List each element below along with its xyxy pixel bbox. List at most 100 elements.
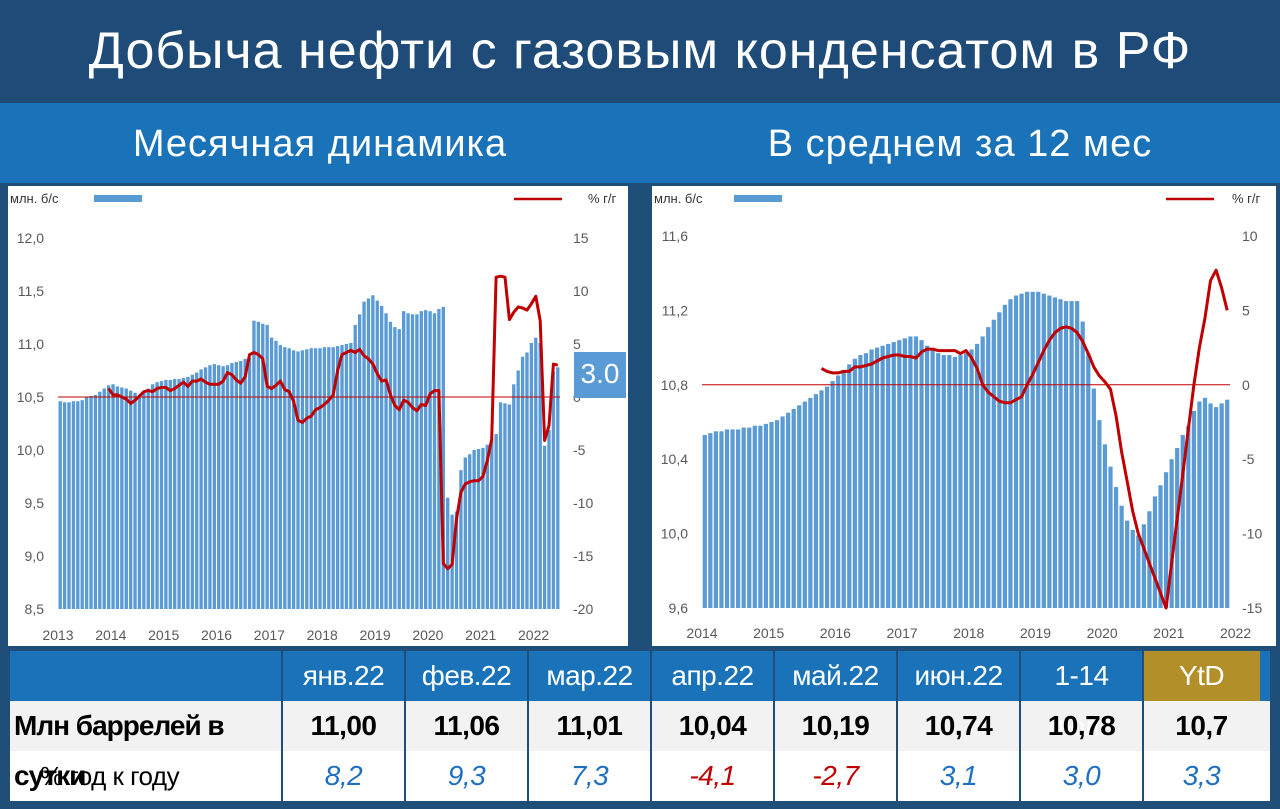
bar — [300, 350, 305, 609]
monthly-chart: млн. б/с % г/г 12,0 11,5 11,0 10,5 10,0 9,5 9,0 8… — [10, 191, 617, 643]
bar — [472, 450, 476, 609]
bar — [919, 340, 924, 608]
bar — [847, 364, 852, 608]
bar — [397, 329, 401, 609]
bar — [402, 311, 406, 609]
y-right-tick: 15 — [573, 230, 589, 246]
bar — [340, 345, 344, 609]
left-axis-unit: млн. б/с — [10, 191, 59, 206]
bar — [1036, 291, 1041, 608]
bar — [724, 429, 730, 608]
x-tick: 2018 — [953, 625, 984, 641]
bar — [335, 346, 340, 609]
bar — [1063, 301, 1069, 608]
bar — [247, 357, 252, 609]
y-left-tick: 10,0 — [17, 442, 44, 458]
left-axis-unit: млн. б/с — [654, 191, 703, 206]
annual-average-chart: млн. б/с % г/г 11,6 11,2 10,8 10,4 10,0 9,6 10 5 0… — [654, 191, 1262, 641]
production-value: 10,04 — [678, 710, 747, 741]
bar — [322, 347, 327, 609]
bar — [151, 384, 155, 609]
bar — [261, 323, 265, 609]
bar — [159, 381, 164, 609]
bar — [379, 305, 384, 609]
y-right-tick: -5 — [1242, 451, 1255, 467]
bar — [747, 427, 752, 608]
bar — [908, 336, 913, 608]
bar — [349, 342, 353, 609]
bar — [1152, 496, 1158, 608]
column-header: 1-14 июля — [1048, 660, 1115, 741]
bar — [428, 311, 432, 609]
x-tick: 2015 — [148, 627, 179, 643]
bar — [824, 386, 830, 608]
bar — [1069, 301, 1074, 608]
bar — [1013, 295, 1019, 608]
x-tick: 2018 — [307, 627, 338, 643]
bar — [538, 342, 542, 609]
y-left-tick: 9,5 — [25, 495, 45, 511]
bar — [366, 298, 371, 609]
bar — [186, 376, 190, 609]
bar — [752, 425, 757, 608]
bar — [1080, 321, 1085, 608]
yoy-value: -4,1 — [689, 760, 736, 791]
x-tick: 2016 — [820, 625, 851, 641]
bar — [225, 365, 230, 609]
bar — [708, 433, 713, 608]
bar — [958, 355, 963, 608]
y-right-tick: 5 — [1242, 302, 1250, 318]
bar — [1119, 505, 1124, 608]
bar — [736, 429, 741, 608]
x-tick: 2019 — [1020, 625, 1051, 641]
y-left-tick: 11,6 — [662, 228, 688, 244]
bar — [243, 358, 247, 609]
x-tick: 2014 — [95, 627, 126, 643]
bar — [1052, 297, 1058, 608]
bar — [769, 422, 774, 608]
production-value: 10,78 — [1047, 710, 1116, 741]
x-tick: 2015 — [753, 625, 784, 641]
bar — [234, 362, 239, 609]
right-subtitle: В среднем за 12 мес — [767, 123, 1153, 165]
y-right-tick: -15 — [573, 548, 593, 564]
legend-bar-swatch — [94, 195, 142, 202]
column-header: фев.22 — [421, 660, 512, 691]
column-header: июн.22 — [914, 660, 1003, 691]
bar — [212, 364, 216, 609]
yoy-line — [107, 274, 559, 571]
bar — [415, 314, 419, 609]
bar — [327, 347, 331, 609]
column-header: мар.22 — [546, 660, 633, 691]
x-tick: 2017 — [254, 627, 285, 643]
bar — [1025, 291, 1030, 608]
yoy-value: 3,3 — [1182, 760, 1221, 791]
bar — [902, 338, 907, 608]
bar — [1213, 407, 1219, 608]
production-value: 10,19 — [801, 710, 870, 741]
column-separator — [527, 651, 529, 801]
bar — [1058, 299, 1063, 608]
column-header: май.22 — [792, 660, 879, 691]
bar — [424, 310, 428, 609]
bar — [195, 372, 199, 609]
bar — [318, 348, 322, 609]
bar — [98, 391, 102, 609]
bar — [190, 374, 194, 609]
bar — [177, 378, 181, 609]
bar — [221, 366, 225, 609]
bar — [936, 353, 941, 608]
y-left-tick: 10,8 — [661, 377, 688, 393]
bar — [1113, 487, 1119, 608]
bar — [419, 311, 423, 609]
bar — [702, 435, 707, 608]
bar — [529, 342, 534, 609]
yoy-value: 7,3 — [570, 760, 609, 791]
bar — [265, 324, 269, 609]
bar — [278, 345, 283, 609]
bar — [719, 431, 724, 608]
bar — [208, 365, 212, 609]
bar — [791, 408, 796, 608]
bar — [1102, 444, 1108, 608]
production-value: 11,06 — [433, 710, 500, 741]
